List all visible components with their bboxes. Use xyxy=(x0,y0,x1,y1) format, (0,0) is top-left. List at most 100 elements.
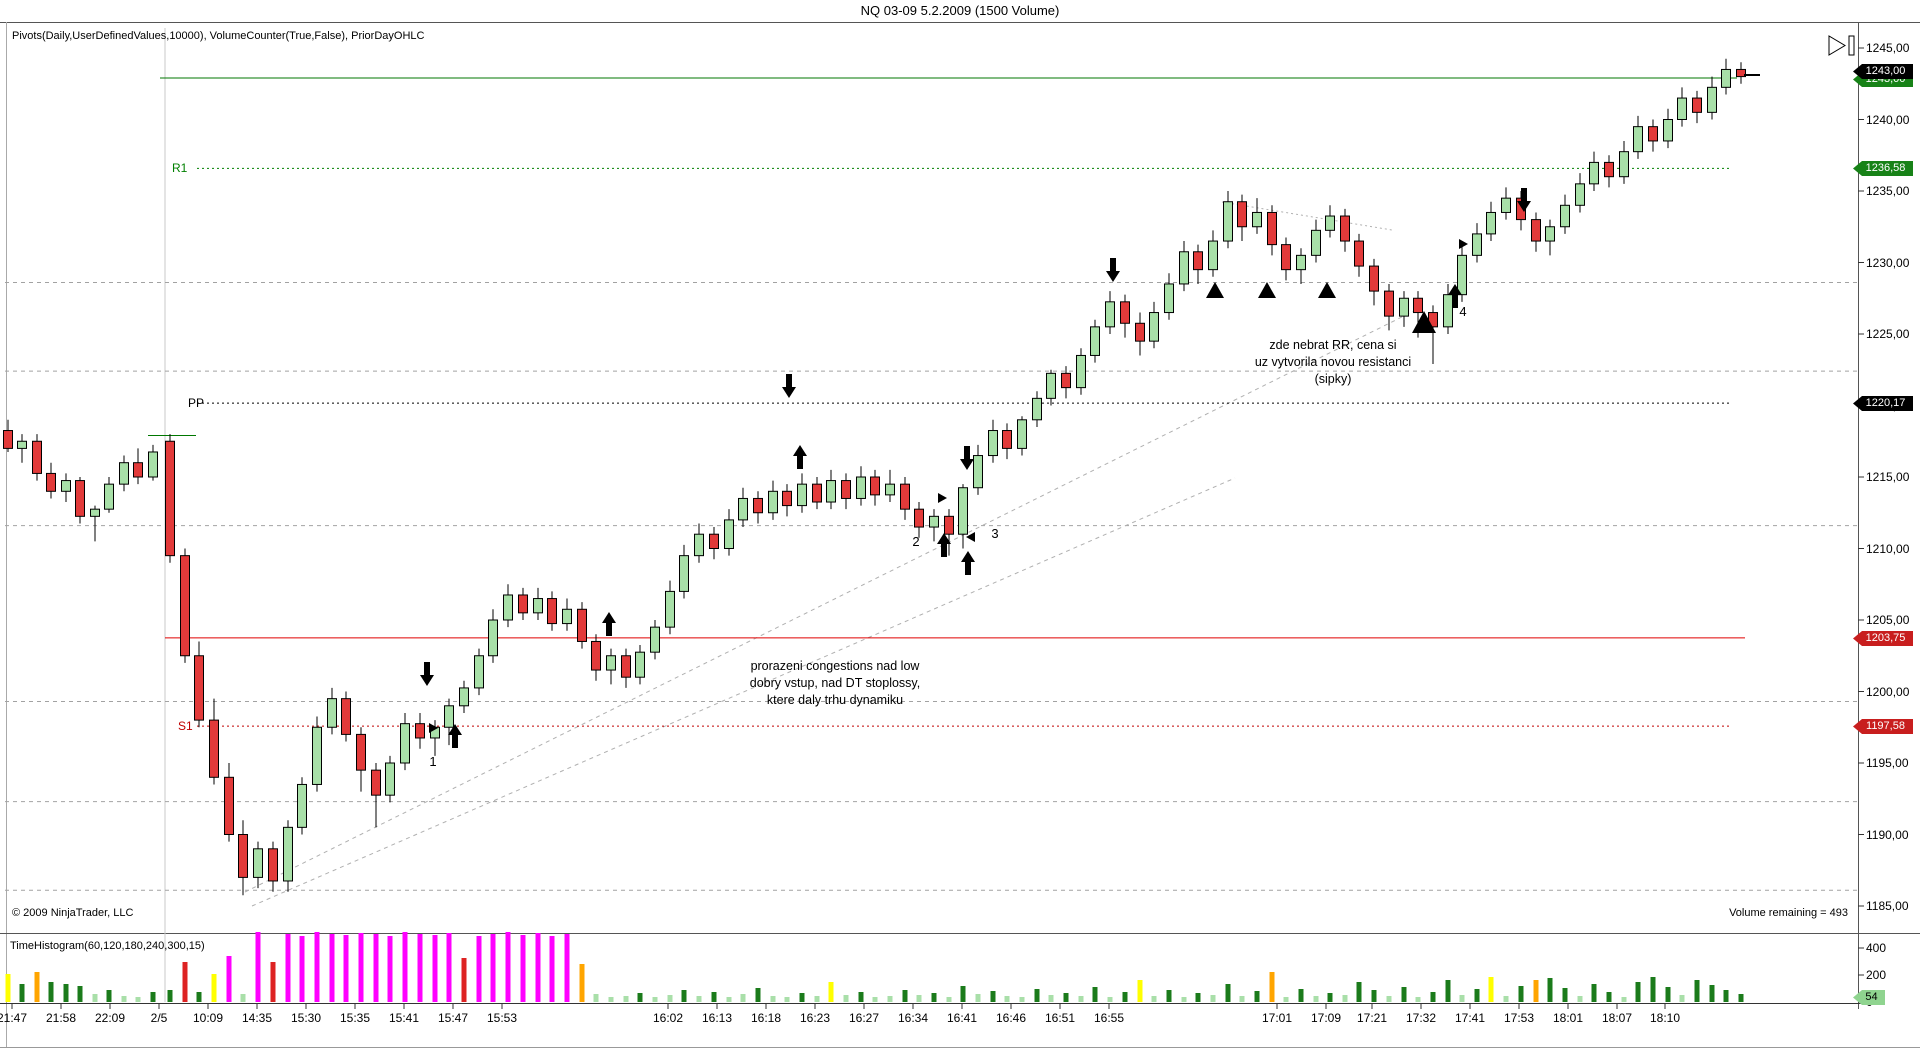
volume-bar xyxy=(1591,984,1597,1002)
volume-bar xyxy=(1518,986,1524,1002)
time-axis-label: 16:46 xyxy=(995,1011,1027,1025)
volume-bar xyxy=(902,990,908,1002)
time-axis-label: 17:01 xyxy=(1261,1011,1293,1025)
volume-bar xyxy=(270,962,276,1002)
volume-bar xyxy=(1356,982,1362,1002)
candle xyxy=(32,440,42,474)
candle xyxy=(238,834,248,878)
volume-bar xyxy=(652,997,658,1002)
volume-bar xyxy=(1709,985,1715,1002)
candle xyxy=(856,476,866,499)
candle xyxy=(1677,97,1687,121)
volume-indicator-label: TimeHistogram(60,120,180,240,300,15) xyxy=(10,940,205,952)
candle xyxy=(1135,322,1145,342)
price-axis-label: 1225,00 xyxy=(1866,327,1910,341)
candle xyxy=(17,440,27,449)
time-axis-label: 18:10 xyxy=(1649,1011,1681,1025)
volume-bar xyxy=(579,964,585,1002)
volume-bar xyxy=(681,990,687,1002)
volume-bar xyxy=(1034,989,1040,1002)
candle xyxy=(1046,372,1056,399)
candle xyxy=(679,555,689,592)
right-triangle-marker xyxy=(1459,239,1468,249)
trade-number-label: 1 xyxy=(429,754,436,769)
price-tag: 1243,00 xyxy=(1853,64,1913,79)
go-to-last-bar-icon[interactable] xyxy=(1824,33,1860,59)
volume-bar xyxy=(1665,987,1671,1002)
up-arrow-marker xyxy=(602,612,616,636)
candle xyxy=(312,726,322,785)
candle xyxy=(768,490,778,514)
candle xyxy=(1149,312,1159,342)
pivot-r1-label: R1 xyxy=(172,161,188,175)
volume-bar xyxy=(1738,994,1744,1002)
volume-bar xyxy=(975,994,981,1002)
volume-bar xyxy=(843,995,849,1002)
volume-bar xyxy=(1239,996,1245,1002)
time-axis-label: 22:09 xyxy=(94,1011,126,1025)
candle xyxy=(1076,354,1086,389)
pivot-s1-label: S1 xyxy=(178,719,193,733)
volume-bar xyxy=(182,962,188,1002)
volume-bar xyxy=(1577,996,1583,1002)
candle xyxy=(1589,161,1599,185)
volume-bar xyxy=(387,936,393,1002)
candle xyxy=(1252,211,1262,228)
candle xyxy=(1604,161,1614,178)
volume-bar xyxy=(1562,988,1568,1002)
left-triangle-marker xyxy=(966,532,975,542)
time-axis-label: 14:35 xyxy=(241,1011,273,1025)
time-axis-label: 18:07 xyxy=(1601,1011,1633,1025)
volume-bar xyxy=(726,997,732,1002)
candle xyxy=(1002,430,1012,449)
volume-bar xyxy=(285,934,291,1002)
volume-bar xyxy=(1298,989,1304,1002)
annotation-breakout: prorazeni congestions nad low dobry vstu… xyxy=(749,659,921,707)
price-tag: 1197,58 xyxy=(1853,719,1913,734)
chart-title: NQ 03-09 5.2.2009 (1500 Volume) xyxy=(860,3,1060,18)
up-triangle-marker xyxy=(1206,282,1224,298)
volume-bar xyxy=(92,994,98,1002)
time-axis-label: 15:47 xyxy=(437,1011,469,1025)
candle xyxy=(488,619,498,657)
volume-bar xyxy=(1547,978,1553,1002)
candle xyxy=(415,723,425,739)
candle xyxy=(1311,229,1321,256)
candle xyxy=(1648,126,1658,142)
volume-bar xyxy=(150,992,156,1002)
volume-bar xyxy=(1063,993,1069,1002)
price-axis-label: 1185,00 xyxy=(1866,899,1909,913)
candle xyxy=(841,480,851,499)
candle xyxy=(133,462,143,478)
volume-bar xyxy=(667,995,673,1002)
volume-bar xyxy=(1371,990,1377,1002)
candle xyxy=(1223,201,1233,242)
up-arrow-marker xyxy=(793,445,807,469)
candle xyxy=(577,608,587,642)
time-axis-label: 16:23 xyxy=(799,1011,831,1025)
candle xyxy=(826,480,836,503)
candle xyxy=(709,533,719,550)
candle xyxy=(518,594,528,614)
candle xyxy=(1707,86,1717,113)
candle xyxy=(1017,419,1027,449)
volume-bar xyxy=(1415,997,1421,1002)
candle xyxy=(1692,97,1702,113)
volume-axis-label: 200 xyxy=(1866,968,1887,982)
time-axis-label: 15:35 xyxy=(339,1011,371,1025)
candle xyxy=(591,640,601,671)
volume-bar xyxy=(1386,996,1392,1002)
candle xyxy=(1399,297,1409,317)
pivot-pp-label: PP xyxy=(188,396,205,410)
volume-bar xyxy=(314,932,320,1002)
volume-bar xyxy=(1254,991,1260,1002)
trade-number-label: 3 xyxy=(991,526,998,541)
price-axis-label: 1195,00 xyxy=(1866,756,1909,770)
volume-bar xyxy=(358,933,364,1002)
candle xyxy=(371,769,381,796)
candle xyxy=(283,826,293,882)
candle xyxy=(1619,151,1629,178)
candle xyxy=(1120,301,1130,324)
